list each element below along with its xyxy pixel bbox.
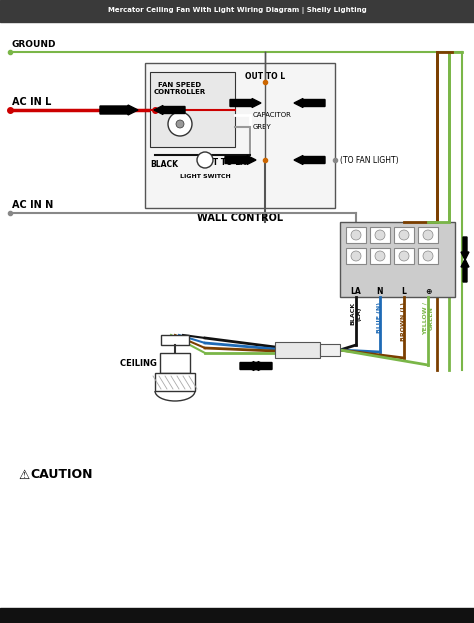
FancyArrow shape — [100, 105, 138, 115]
Text: ⚠: ⚠ — [18, 468, 29, 482]
Text: GREY: GREY — [253, 124, 272, 130]
Circle shape — [423, 251, 433, 261]
Text: OUT TO LA: OUT TO LA — [200, 158, 246, 167]
Text: BLACK: BLACK — [150, 160, 178, 169]
Bar — [370, 227, 390, 243]
Text: BLACK
(LA): BLACK (LA) — [351, 302, 361, 325]
Circle shape — [351, 230, 361, 240]
Text: FAN SPEED
CONTROLLER: FAN SPEED CONTROLLER — [154, 82, 206, 95]
Bar — [418, 227, 438, 243]
Text: BROWN (L): BROWN (L) — [401, 302, 407, 341]
FancyArrow shape — [294, 98, 325, 108]
Text: CEILING FAN: CEILING FAN — [120, 358, 178, 368]
FancyArrow shape — [245, 361, 272, 371]
Bar — [145, 63, 335, 208]
Text: (TO FAN LIGHT): (TO FAN LIGHT) — [340, 156, 399, 164]
Text: N: N — [377, 287, 383, 295]
Text: WALL CONTROL: WALL CONTROL — [197, 213, 283, 223]
Circle shape — [197, 152, 213, 168]
Text: AC IN N: AC IN N — [12, 200, 53, 210]
Circle shape — [399, 230, 409, 240]
Bar — [161, 335, 189, 345]
Bar — [155, 373, 195, 391]
Text: ⊕: ⊕ — [425, 287, 431, 295]
Bar — [0, 0, 474, 22]
Bar — [320, 344, 340, 356]
Circle shape — [351, 251, 361, 261]
Bar — [340, 222, 455, 297]
Bar — [394, 248, 414, 264]
Text: CAPACITOR: CAPACITOR — [253, 112, 292, 118]
Text: YELLOW /
GREEN: YELLOW / GREEN — [423, 302, 433, 335]
Text: BLUE (N): BLUE (N) — [377, 302, 383, 333]
Bar — [346, 227, 366, 243]
FancyArrow shape — [461, 259, 469, 282]
Bar — [160, 353, 190, 373]
Text: LA: LA — [351, 287, 361, 295]
Bar — [394, 227, 414, 243]
Text: L: L — [401, 287, 406, 295]
Bar — [346, 248, 366, 264]
Text: AC IN L: AC IN L — [12, 97, 51, 107]
Circle shape — [375, 251, 385, 261]
Bar — [0, 608, 474, 623]
Text: Mercator Ceiling Fan With Light Wiring Diagram | Shelly Lighting: Mercator Ceiling Fan With Light Wiring D… — [108, 7, 366, 14]
Circle shape — [423, 230, 433, 240]
Circle shape — [168, 112, 192, 136]
Bar — [275, 342, 320, 358]
Text: CAUTION: CAUTION — [30, 468, 92, 482]
FancyArrow shape — [461, 237, 469, 260]
Text: OUT TO L: OUT TO L — [245, 72, 285, 81]
Bar — [150, 72, 235, 147]
FancyArrow shape — [154, 105, 185, 115]
FancyArrow shape — [294, 156, 325, 164]
Text: LIGHT SWITCH: LIGHT SWITCH — [180, 174, 230, 179]
Text: GROUND: GROUND — [12, 40, 56, 49]
Circle shape — [375, 230, 385, 240]
Bar — [370, 248, 390, 264]
FancyArrow shape — [225, 156, 256, 164]
FancyArrow shape — [240, 361, 267, 371]
FancyArrow shape — [230, 98, 261, 108]
Circle shape — [399, 251, 409, 261]
Bar — [418, 248, 438, 264]
Circle shape — [176, 120, 184, 128]
